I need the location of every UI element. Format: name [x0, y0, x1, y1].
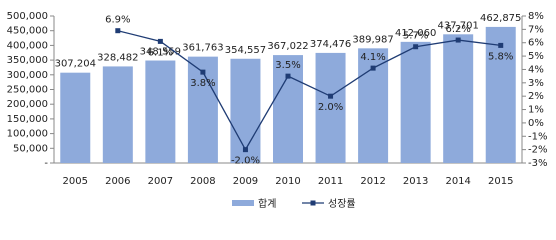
line-value-label: 6.2% — [445, 24, 470, 35]
x-tick-label: 2010 — [275, 176, 300, 187]
y-tick-label: 350,000 — [7, 55, 48, 66]
legend-swatch — [232, 200, 254, 206]
line-marker — [200, 69, 206, 75]
line-value-label: 4.1% — [360, 52, 385, 63]
legend-label: 합계 — [258, 198, 276, 210]
y2-tick-label: 6% — [528, 38, 544, 49]
y2-tick-label: 3% — [528, 78, 544, 89]
bar — [485, 26, 516, 163]
bar — [60, 72, 91, 163]
y2-tick-label: 8% — [528, 11, 544, 22]
y2-tick-label: 2% — [528, 91, 544, 102]
y2-tick-label: -2% — [528, 145, 547, 156]
line-value-label: -2.0% — [231, 156, 260, 167]
x-tick-label: 2011 — [318, 176, 343, 187]
line-marker — [498, 42, 504, 48]
y2-tick-label: -3% — [528, 158, 547, 169]
x-tick-label: 2008 — [190, 176, 215, 187]
line-marker — [157, 38, 163, 44]
bar — [358, 48, 389, 163]
legend-label: 성장률 — [328, 198, 356, 210]
y-tick-label: 100,000 — [7, 129, 48, 140]
x-tick-label: 2009 — [233, 176, 258, 187]
x-tick-label: 2013 — [403, 176, 428, 187]
y2-tick-label: 0% — [528, 118, 544, 129]
y-tick-label: 150,000 — [7, 114, 48, 125]
bar-value-label: 462,875 — [480, 13, 521, 24]
x-tick-label: 2015 — [488, 176, 513, 187]
line-value-label: 3.8% — [190, 78, 215, 89]
y2-tick-label: 5% — [528, 51, 544, 62]
line-marker — [328, 93, 334, 99]
bar-value-label: 389,987 — [352, 34, 393, 45]
bar — [400, 41, 431, 164]
bar-value-label: 437,701 — [438, 20, 479, 31]
y-tick-label: 200,000 — [7, 99, 48, 110]
y-tick-label: 400,000 — [7, 40, 48, 51]
bar-value-label: 374,476 — [310, 39, 351, 50]
x-tick-label: 2007 — [148, 176, 173, 187]
line-marker — [455, 37, 461, 43]
line-marker — [285, 73, 291, 79]
x-tick-label: 2014 — [445, 176, 470, 187]
y-tick-label: 300,000 — [7, 70, 48, 81]
y-tick-label: 450,000 — [7, 26, 48, 37]
y2-tick-label: 7% — [528, 24, 544, 35]
bar — [145, 60, 176, 164]
bar-value-label: 354,557 — [225, 45, 266, 56]
y-tick-label: - — [44, 158, 48, 169]
line-value-label: 2.0% — [318, 102, 343, 113]
bar — [315, 52, 346, 164]
bar — [230, 58, 261, 164]
y-tick-label: 500,000 — [7, 11, 48, 22]
line-marker — [115, 28, 121, 34]
line-value-label: 3.5% — [275, 60, 300, 71]
y2-tick-label: 4% — [528, 64, 544, 75]
y2-tick-label: -1% — [528, 131, 547, 142]
line-marker — [242, 147, 248, 153]
line-value-label: 5.8% — [488, 51, 513, 62]
line — [117, 30, 501, 151]
bar — [102, 66, 133, 163]
bar — [273, 55, 303, 163]
chart: - 50,000 100,000 150,000 200,000 250,000 300,0… — [7, 11, 548, 210]
x-tick-label: 2012 — [360, 176, 385, 187]
bar-value-label: 412,060 — [395, 28, 436, 39]
line-value-label: 6.9% — [105, 15, 130, 26]
bar-value-label: 307,204 — [55, 59, 96, 70]
bar — [443, 34, 474, 164]
bar-value-label: 367,022 — [267, 41, 308, 52]
y-tick-label: 50,000 — [13, 143, 48, 154]
line-marker — [413, 44, 419, 50]
bar-value-label: 348,559 — [140, 47, 181, 58]
line-marker — [370, 65, 376, 71]
line-value-label: 6.1% — [148, 47, 173, 58]
x-tick-label: 2006 — [105, 176, 130, 187]
y-tick-label: 250,000 — [7, 85, 48, 96]
x-tick-label: 2005 — [63, 176, 88, 187]
bar-value-label: 361,763 — [182, 43, 223, 54]
legend-swatch — [310, 200, 316, 206]
bar-value-label: 328,482 — [97, 52, 138, 63]
y2-tick-label: 1% — [528, 105, 544, 116]
line-value-label: 5.7% — [403, 31, 428, 42]
